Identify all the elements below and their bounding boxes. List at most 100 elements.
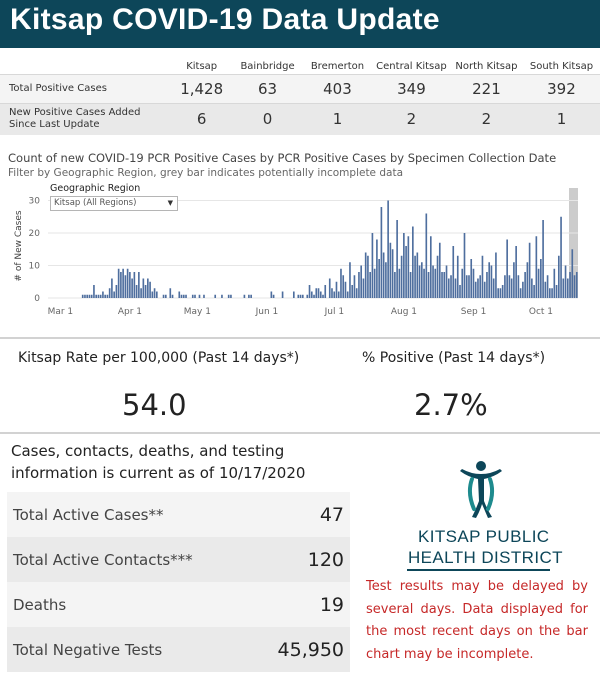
chart-bar <box>414 255 416 298</box>
y-tick-label: 30 <box>29 197 41 207</box>
chart-bar <box>133 272 136 298</box>
x-tick-label: Apr 1 <box>118 307 142 317</box>
chart-bar <box>373 268 376 298</box>
chart-bar <box>542 220 544 298</box>
chart-bar <box>465 275 468 298</box>
chart-bar <box>324 285 327 298</box>
table-cell: 6 <box>170 102 234 135</box>
chart-bar <box>308 285 311 298</box>
chart-bar <box>463 233 466 298</box>
logo-underline <box>407 569 550 571</box>
x-tick-label: Oct 1 <box>529 307 553 317</box>
chart-bar <box>526 262 529 298</box>
chart-bar <box>445 265 448 298</box>
chart-bar <box>319 291 322 298</box>
chart-bar <box>108 288 111 298</box>
chart-bar <box>369 272 371 298</box>
chart-bar <box>551 288 553 298</box>
chart-bar <box>355 288 358 298</box>
chart-bar <box>149 281 151 298</box>
chart-bar <box>115 285 118 298</box>
table-cell: 1 <box>302 102 373 135</box>
chart-bar <box>230 294 232 298</box>
col-header-bremerton: Bremerton <box>310 60 365 72</box>
percent-positive-label: % Positive (Past 14 days*) <box>362 350 546 366</box>
chart-bar <box>490 265 493 298</box>
chart-bar <box>456 255 459 298</box>
chart-bar <box>328 278 331 298</box>
chart-bar <box>483 281 486 298</box>
chart-bar <box>409 272 412 298</box>
chart-bar <box>185 294 187 298</box>
chart-bar <box>164 294 167 298</box>
y-axis-label: # of New Cases <box>14 210 24 281</box>
col-header-north-kitsap: North Kitsap <box>455 60 518 72</box>
chart-bar <box>412 226 414 298</box>
chart-bar <box>333 291 336 298</box>
col-header-central-kitsap: Central Kitsap <box>376 60 447 72</box>
chart-bar <box>364 252 367 298</box>
chart-bar <box>429 236 432 298</box>
chart-bar <box>129 272 131 298</box>
chart-bar <box>90 294 93 298</box>
chart-bar <box>95 294 98 298</box>
table-cell: 1 <box>522 102 600 135</box>
chart-bar <box>479 275 482 298</box>
chart-bar <box>351 285 354 298</box>
chart-bar <box>515 246 517 298</box>
chart-bar <box>459 285 461 298</box>
chart-bar <box>425 213 428 298</box>
chart-bar <box>198 294 201 298</box>
chart-bar <box>138 272 140 298</box>
chart-bar <box>126 268 129 298</box>
chart-bar <box>315 288 318 298</box>
chart-bar <box>432 265 434 298</box>
table-cell: 63 <box>233 73 302 103</box>
chart-bar <box>510 278 513 298</box>
chart-bar <box>117 268 120 298</box>
chart-bar <box>477 278 479 298</box>
chart-bar <box>344 281 347 298</box>
stat-negative-tests: Total Negative Tests 45,950 <box>7 627 350 672</box>
chart-bar <box>272 294 275 298</box>
chart-bar <box>84 294 86 298</box>
chart-bar <box>299 294 302 298</box>
chart-bar <box>573 275 576 298</box>
chart-bar <box>214 294 217 298</box>
chart-bar <box>310 291 313 298</box>
chart-bar <box>358 272 360 298</box>
table-row: New Positive Cases Added Since Last Upda… <box>0 102 600 135</box>
x-tick-label: Sep 1 <box>461 307 487 317</box>
table-cell: 221 <box>449 73 523 103</box>
chart-bar <box>81 294 84 298</box>
chart-bar <box>93 285 95 298</box>
chart-bar <box>400 255 403 298</box>
chart-bar <box>504 275 506 298</box>
region-filter-label: Geographic Region <box>50 183 141 194</box>
chart-bar <box>349 262 351 298</box>
chart-bar <box>151 291 154 298</box>
chart-bar <box>169 288 172 298</box>
chart-bar <box>227 294 230 298</box>
chart-bar <box>124 275 127 298</box>
chart-bar <box>337 291 340 298</box>
chart-bar <box>537 268 540 298</box>
chart-bar <box>454 278 457 298</box>
stat-label: Total Active Cases** <box>13 505 164 524</box>
chart-bar <box>248 294 250 298</box>
chart-bar <box>544 281 547 298</box>
chart-bar <box>528 242 531 298</box>
chart-bar <box>443 272 446 298</box>
chart-bar <box>153 288 156 298</box>
chart-bar <box>120 272 122 298</box>
y-tick-label: 0 <box>34 294 40 304</box>
summary-header-row: Kitsap Bainbridge Bremerton Central Kits… <box>0 56 600 74</box>
chart-bar <box>88 294 91 298</box>
x-tick-label: Aug 1 <box>391 307 417 317</box>
chart-bar <box>385 262 387 298</box>
chart-bar <box>452 246 455 298</box>
chart-bar <box>182 294 185 298</box>
chart-bar <box>340 268 342 298</box>
region-filter-dropdown[interactable]: Kitsap (All Regions) ▼ <box>50 196 178 211</box>
chart-bar <box>396 220 398 298</box>
